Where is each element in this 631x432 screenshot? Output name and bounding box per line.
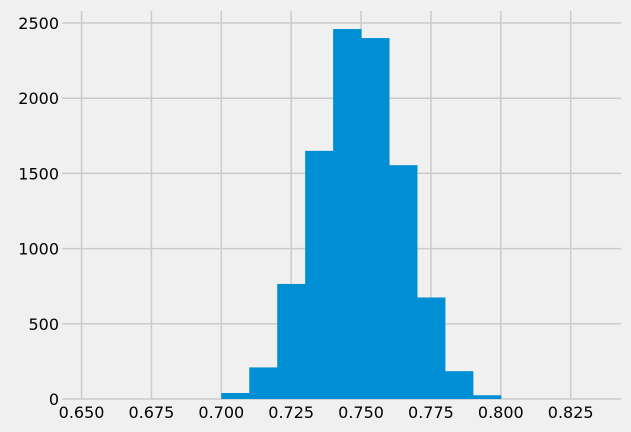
x-tick-label: 0.775 — [408, 403, 454, 422]
x-tick-label: 0.675 — [129, 403, 175, 422]
histogram-bar — [277, 283, 306, 399]
histogram-bar — [249, 367, 278, 399]
x-axis-ticks: 0.650 0.675 0.700 0.725 0.750 0.775 0.800 0.825 — [59, 403, 594, 422]
y-tick-label: 500 — [28, 315, 59, 334]
histogram-bar — [389, 165, 418, 399]
histogram-bar — [472, 395, 502, 399]
y-tick-label: 2000 — [18, 89, 59, 108]
x-tick-label: 0.650 — [59, 403, 105, 422]
histogram-bar — [333, 29, 362, 400]
x-tick-label: 0.725 — [268, 403, 314, 422]
histogram-bar — [416, 297, 446, 399]
y-tick-label: 1500 — [18, 164, 59, 183]
x-tick-label: 0.750 — [338, 403, 384, 422]
bars — [221, 29, 502, 400]
x-tick-label: 0.800 — [478, 403, 524, 422]
y-tick-label: 1000 — [18, 240, 59, 259]
y-tick-label: 2500 — [18, 14, 59, 33]
histogram-bar — [305, 150, 334, 399]
x-tick-label: 0.700 — [198, 403, 244, 422]
histogram-bar — [361, 38, 390, 400]
histogram-bar — [221, 392, 250, 399]
y-axis-ticks: 0 500 1000 1500 2000 2500 — [18, 14, 59, 409]
x-tick-label: 0.825 — [548, 403, 594, 422]
histogram-bar — [444, 371, 474, 399]
y-tick-label: 0 — [49, 390, 59, 409]
